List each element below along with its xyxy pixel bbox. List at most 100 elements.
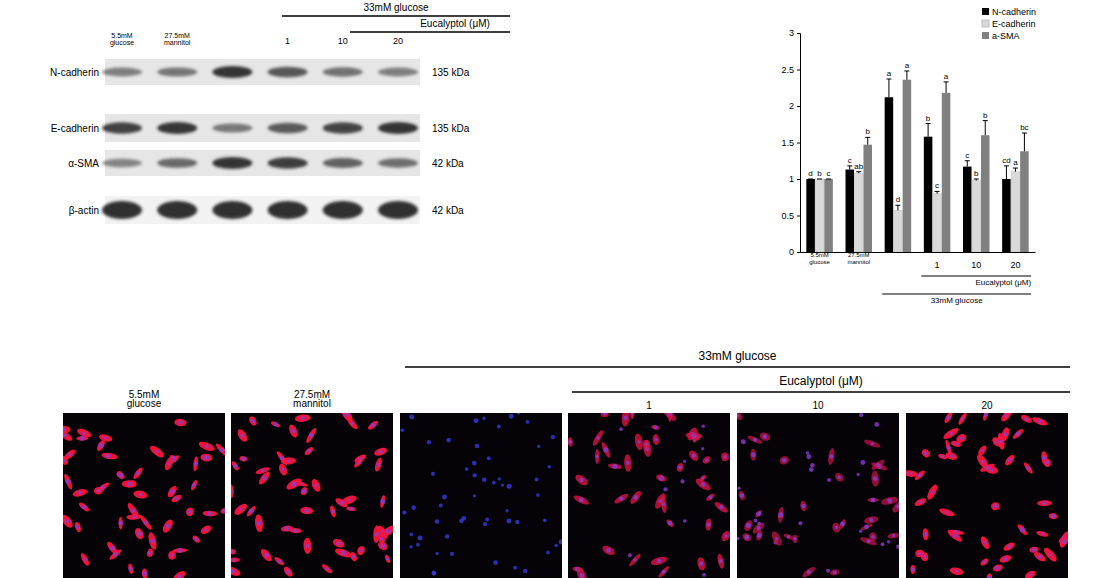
blot-band	[268, 123, 308, 133]
nucleus	[1049, 553, 1052, 556]
cell-stain	[259, 547, 274, 563]
y-tick: 3	[789, 28, 800, 38]
cell-stain	[630, 413, 635, 419]
error-stem	[1024, 133, 1025, 151]
legend-swatch	[982, 20, 989, 27]
nucleus	[701, 447, 704, 450]
nucleus	[1003, 432, 1007, 436]
nucleus	[233, 558, 237, 562]
nucleus	[177, 548, 182, 553]
error-bar	[904, 71, 909, 80]
cell-stain	[172, 548, 187, 553]
cell-stain	[573, 473, 589, 488]
cell-stain	[1024, 569, 1037, 578]
cell-stain	[166, 484, 179, 499]
nucleus	[683, 519, 687, 523]
nucleus	[701, 476, 704, 479]
cell-stain	[986, 573, 992, 578]
cell-stain	[231, 558, 240, 563]
cell-stain	[880, 495, 899, 506]
nucleus	[757, 533, 762, 538]
nucleus	[724, 534, 727, 537]
nucleus	[924, 451, 928, 455]
blot-band	[212, 66, 252, 78]
cell-stain	[373, 446, 388, 457]
nucleus	[826, 569, 830, 573]
nucleus	[231, 569, 235, 574]
nucleus	[461, 516, 466, 521]
cell-stain	[642, 440, 652, 458]
nucleus	[654, 438, 657, 441]
bar-letters: dcabccdbabdcbacbaabbc	[808, 61, 1028, 204]
legend-entry: E-cadherin	[992, 19, 1036, 29]
x-tick: 27.5mMmannitol	[847, 252, 870, 265]
nucleus	[719, 505, 723, 509]
cell-stain	[118, 517, 122, 530]
error-cap	[983, 120, 988, 121]
tick-mark	[797, 179, 800, 180]
cell-stain	[294, 414, 311, 423]
cell-stain	[231, 484, 234, 498]
nucleus	[923, 555, 927, 559]
nucleus	[277, 559, 281, 563]
nucleus	[83, 558, 86, 561]
letter: b	[926, 114, 931, 123]
nucleus	[450, 552, 454, 556]
blot-band	[102, 122, 142, 133]
nucleus	[473, 494, 476, 497]
nucleus	[543, 519, 547, 523]
nucleus	[568, 440, 572, 444]
blot-band	[157, 67, 197, 76]
nucleus	[204, 528, 208, 532]
nucleus	[131, 508, 135, 512]
cell-stain	[248, 415, 258, 427]
cell-stain	[98, 433, 113, 443]
blot-band	[323, 122, 363, 133]
nucleus	[1029, 573, 1032, 576]
tick-mark	[797, 106, 800, 107]
nucleus	[371, 423, 376, 428]
cell-stain	[346, 506, 356, 511]
nucleus	[280, 456, 284, 460]
cell-stain	[783, 533, 794, 541]
bar	[885, 97, 894, 252]
cell-stain	[147, 531, 158, 550]
nucleus	[380, 543, 385, 548]
nucleus	[402, 510, 406, 514]
tick-label: 1	[935, 260, 940, 270]
nucleus	[287, 459, 291, 463]
nucleus	[359, 457, 363, 461]
cell-stain	[300, 506, 314, 514]
cell-stain	[303, 446, 315, 457]
blot-band	[268, 201, 308, 219]
blot-band	[323, 158, 363, 168]
cell-stain	[72, 488, 88, 498]
error-stem	[946, 82, 947, 93]
nucleus	[82, 505, 87, 510]
lane-label: 27.5mMmannitol	[164, 32, 191, 46]
nucleus	[1062, 539, 1067, 544]
bar	[1020, 151, 1029, 252]
cell-stain	[299, 486, 308, 496]
blot-band	[378, 158, 418, 168]
nucleus	[256, 521, 261, 526]
nucleus	[982, 560, 986, 564]
panel-background	[906, 413, 1068, 578]
x-axis: 5.5mMglucose27.5mMmannitol11020	[801, 252, 1036, 270]
nucleus	[547, 465, 550, 468]
cell-stain	[668, 413, 673, 422]
cell-stain	[913, 497, 927, 508]
blot-header: 33mM glucose	[363, 2, 428, 13]
cell-stain	[863, 438, 881, 449]
cell-stain	[863, 515, 879, 525]
micrograph-panel	[568, 413, 730, 578]
nucleus	[985, 466, 989, 470]
blot-band	[212, 157, 252, 169]
nucleus	[445, 534, 449, 538]
cell-stain	[115, 470, 126, 481]
nucleus	[961, 417, 964, 420]
nucleus	[619, 427, 623, 431]
cell-stain	[373, 457, 383, 472]
cell-stain	[742, 519, 754, 533]
bar	[981, 135, 990, 252]
